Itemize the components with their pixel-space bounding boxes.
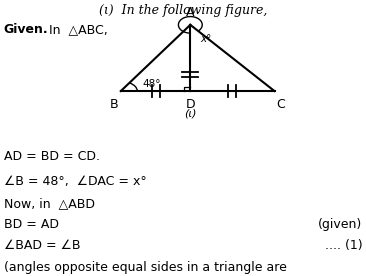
Text: (ι): (ι) — [184, 108, 197, 118]
Text: BD = AD: BD = AD — [4, 218, 59, 231]
Text: B: B — [110, 98, 119, 111]
Text: ∠B = 48°,  ∠DAC = x°: ∠B = 48°, ∠DAC = x° — [4, 175, 146, 188]
Text: C: C — [277, 98, 285, 111]
Text: Given.: Given. — [4, 23, 48, 36]
Text: Now, in  △ABD: Now, in △ABD — [4, 197, 95, 210]
Text: 48°: 48° — [142, 79, 161, 89]
Text: (ι)  In the following figure,: (ι) In the following figure, — [99, 4, 267, 17]
Text: AD = BD = CD.: AD = BD = CD. — [4, 150, 100, 163]
Text: In  △ABC,: In △ABC, — [49, 23, 108, 36]
Text: (angles opposite equal sides in a triangle are: (angles opposite equal sides in a triang… — [4, 261, 287, 274]
Text: ∠BAD = ∠B: ∠BAD = ∠B — [4, 239, 80, 252]
Text: (given): (given) — [318, 218, 362, 231]
Text: .... (1): .... (1) — [325, 239, 362, 252]
Text: A: A — [186, 6, 195, 19]
Text: x°: x° — [200, 34, 211, 44]
Text: D: D — [186, 98, 195, 111]
